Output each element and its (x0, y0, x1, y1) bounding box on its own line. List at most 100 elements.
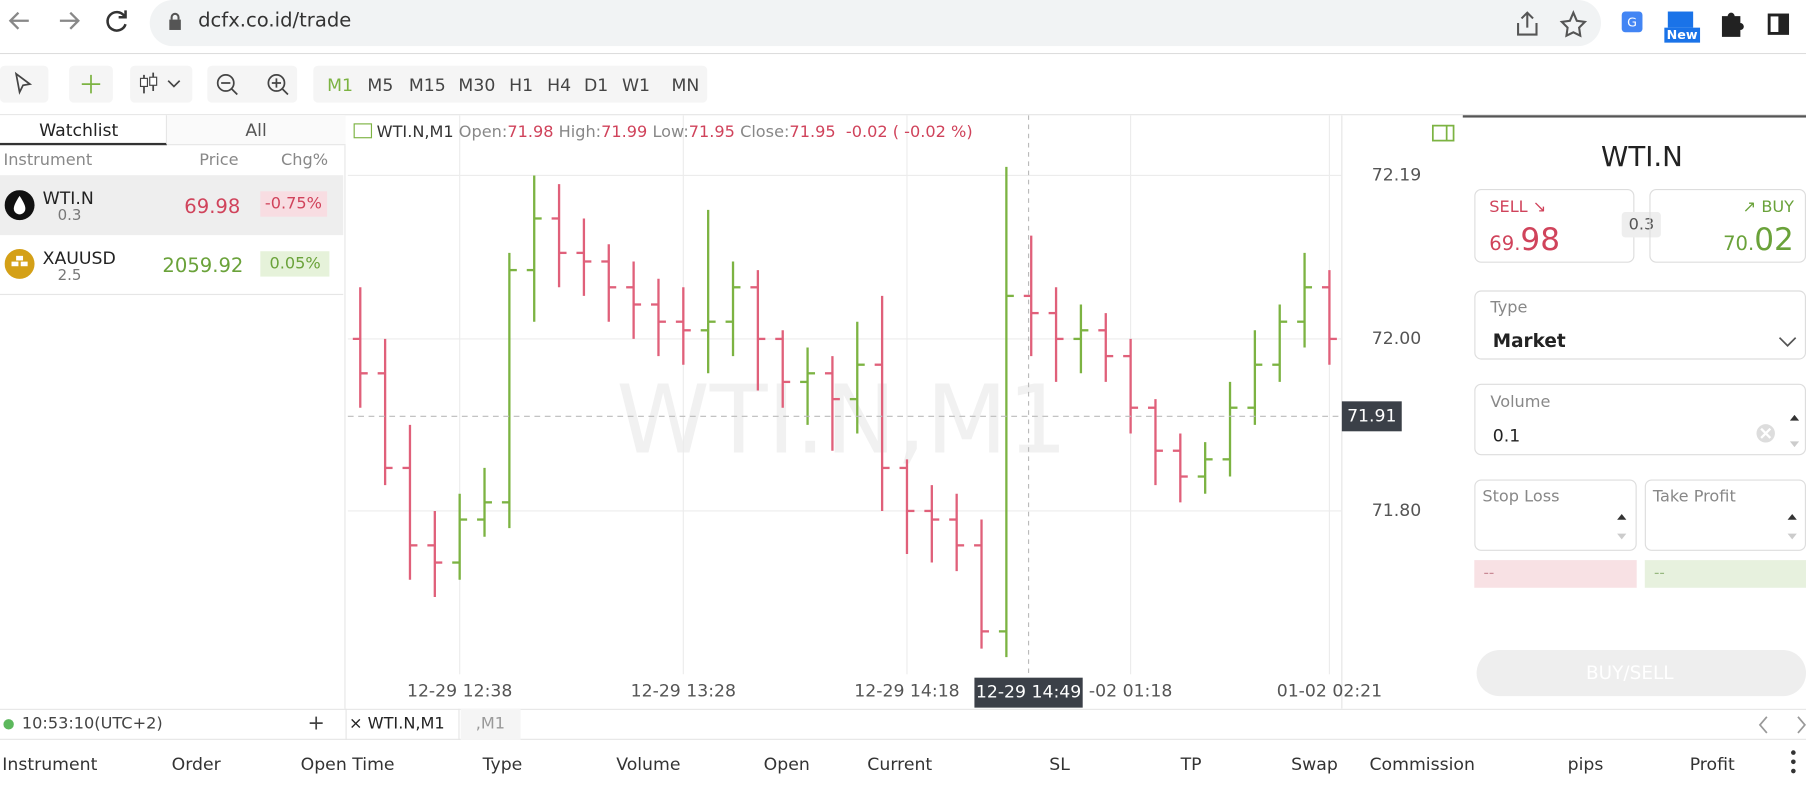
x-tick-label: 12-29 14:18 (854, 681, 959, 701)
y-tick-label: 71.80 (1372, 501, 1421, 521)
spread: 0.3 (57, 207, 82, 225)
tab-label[interactable]: Watchlist (39, 119, 119, 141)
y-tick-label: 72.00 (1372, 329, 1421, 349)
price-chart[interactable]: WTI.N,M1 72.19 72.00 71.80 12-29 12:38 12-29 … (347, 115, 1461, 709)
panel-toggle[interactable] (1431, 124, 1455, 142)
browser-icons[interactable]: G (1509, 7, 1806, 46)
price-big: 02 (1754, 222, 1794, 259)
tp-value: -- (1653, 564, 1665, 583)
field-label: Type (1490, 298, 1528, 317)
address-bar[interactable] (149, 0, 1602, 47)
stop-loss-input[interactable] (1474, 479, 1637, 551)
field-label: Stop Loss (1482, 487, 1560, 506)
last-price-box (1341, 401, 1402, 432)
timeframe[interactable]: M30 (458, 74, 496, 96)
chart-tab-inactive[interactable] (460, 708, 521, 740)
x-tick-label: 12-29 12:38 (407, 681, 512, 701)
timeframe[interactable]: H4 (547, 74, 572, 96)
chart-info: WTI.N,M1 Open:71.98 High:71.99 Low:71.95… (353, 123, 973, 142)
tab-scroll[interactable] (1745, 711, 1806, 739)
buy-label[interactable]: ↗ BUY (1742, 198, 1795, 217)
timeframe[interactable]: M5 (367, 74, 394, 96)
info-label: High: (558, 123, 602, 142)
buy-price[interactable]: 70.02 (1723, 222, 1794, 258)
add-button[interactable]: + (307, 711, 325, 736)
info-change: -0.02 (845, 123, 888, 142)
watchlist-tab-active[interactable] (0, 115, 168, 146)
info-icon (353, 123, 373, 139)
field-label: Take Profit (1652, 487, 1736, 506)
timeframe[interactable]: D1 (583, 74, 609, 96)
toolbar (0, 54, 1806, 116)
tab-label[interactable]: All (245, 119, 267, 141)
extension-badge: New (1664, 27, 1700, 43)
dropdown-arrow (1778, 337, 1797, 347)
url: dcfx.co.id/trade (198, 9, 352, 33)
spin-controls[interactable] (1613, 507, 1806, 548)
column-header: Type (482, 753, 523, 775)
price: 69.98 (184, 195, 241, 219)
timeframe[interactable]: W1 (621, 74, 651, 96)
info-value: 71.99 (601, 123, 648, 142)
info-value: 71.98 (507, 123, 554, 142)
x-tick-label: 12-29 13:28 (631, 681, 736, 701)
tp-value-bg (1644, 560, 1806, 588)
volume-controls[interactable] (1753, 410, 1806, 451)
chart-tab[interactable]: × WTI.N,M1 (348, 714, 445, 733)
column-header: Instrument (3, 150, 93, 170)
column-header: Instrument (2, 753, 98, 775)
sell-label[interactable]: SELL ↘ (1489, 198, 1547, 217)
y-tick-label: 72.19 (1372, 165, 1421, 185)
chart-tab-active[interactable] (345, 708, 460, 740)
column-header: Profit (1689, 753, 1735, 775)
column-header: SL (1049, 753, 1070, 775)
chart-tab[interactable]: ,M1 (475, 714, 505, 733)
symbol: WTI.N (42, 187, 94, 209)
watermark: WTI.N,M1 (616, 365, 1067, 475)
watchlist-tab[interactable] (167, 115, 346, 146)
status-dot (3, 719, 14, 730)
column-header: Commission (1369, 753, 1475, 775)
last-price-label: 71.91 (1347, 406, 1396, 426)
order-symbol: WTI.N (1601, 140, 1683, 173)
row-divider (0, 293, 344, 296)
timeframe[interactable]: H1 (509, 74, 534, 96)
submit-label[interactable]: BUY/SELL (1586, 661, 1674, 684)
change: 0.05% (260, 251, 330, 277)
clock: 10:53:10(UTC+2) (21, 714, 163, 733)
symbol: XAUUSD (42, 247, 116, 269)
submit-button[interactable] (1476, 650, 1806, 697)
buy-text: BUY (1761, 198, 1795, 217)
column-header: Current (867, 753, 933, 775)
timeframe-group (313, 65, 708, 103)
info-value: 71.95 (688, 123, 735, 142)
tool-icons[interactable] (0, 63, 311, 107)
field-value: 0.1 (1492, 425, 1521, 447)
lock-icon (169, 12, 181, 30)
column-header: Open (763, 753, 810, 775)
crosshair-label: 12-29 14:49 (976, 683, 1081, 703)
price-small: 70. (1723, 232, 1755, 256)
column-header: Open Time (300, 753, 395, 775)
tab-text: WTI.N,M1 (367, 714, 445, 733)
timeframe[interactable]: M1 (327, 74, 354, 96)
take-profit-input[interactable] (1644, 479, 1806, 551)
info-value: 71.95 (789, 123, 836, 142)
timeframe[interactable]: M15 (408, 74, 446, 96)
x-tick-label: -02 01:18 (1089, 681, 1172, 701)
price-small: 69. (1489, 232, 1521, 256)
volume-input[interactable] (1474, 383, 1806, 456)
crosshair-box (974, 677, 1083, 708)
spread: 0.3 (1621, 212, 1662, 238)
nav-buttons[interactable] (0, 0, 150, 46)
column-header: Chg% (281, 150, 329, 170)
more-menu[interactable] (1785, 749, 1801, 777)
chart-symbol: WTI.N,M1 (376, 123, 454, 142)
column-header: Order (171, 753, 221, 775)
spread: 2.5 (57, 267, 82, 285)
timeframe[interactable]: MN (671, 74, 700, 96)
buy-button[interactable] (1649, 189, 1806, 263)
type-select[interactable] (1474, 290, 1806, 360)
info-label: Open: (458, 123, 508, 142)
sell-price[interactable]: 69.98 (1489, 222, 1560, 258)
